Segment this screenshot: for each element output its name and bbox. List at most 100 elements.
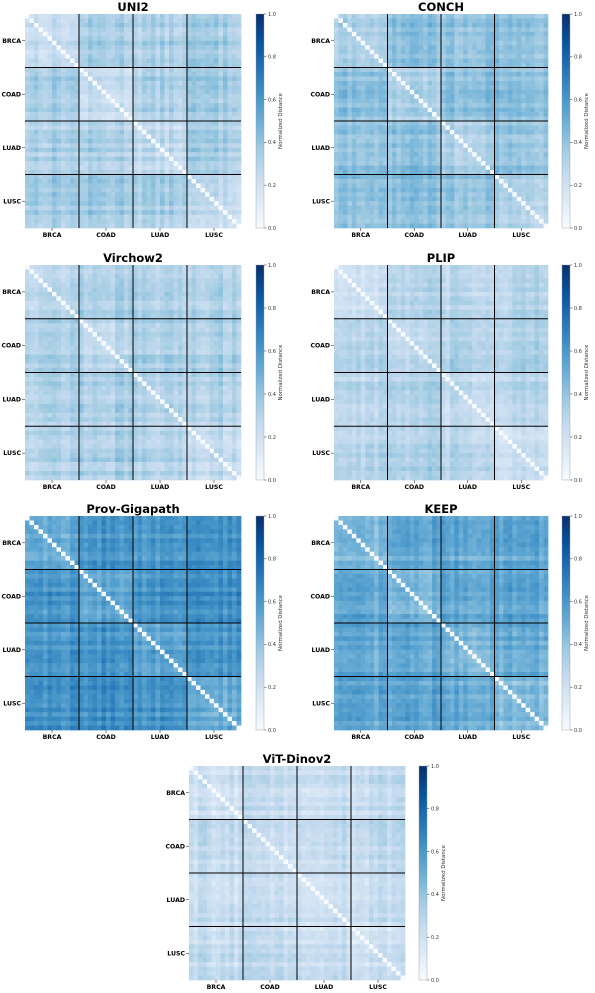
- heatmap-cell: [449, 71, 455, 77]
- heatmap-cell: [173, 98, 179, 104]
- heatmap-cell: [534, 27, 540, 33]
- heatmap-cell: [97, 76, 102, 82]
- heatmap-cell: [454, 121, 460, 126]
- heatmap-cell: [374, 58, 379, 64]
- heatmap-cell: [142, 89, 147, 95]
- heatmap-cell: [512, 178, 518, 184]
- heatmap-cell: [151, 85, 156, 91]
- heatmap-cell: [351, 36, 357, 42]
- heatmap-cell: [338, 201, 344, 207]
- heatmap-cell: [83, 63, 89, 68]
- heatmap-cell: [142, 18, 147, 24]
- heatmap-cell: [512, 165, 518, 171]
- heatmap-cell: [396, 107, 402, 113]
- heatmap-cell: [25, 273, 30, 279]
- heatmap-cell: [378, 170, 384, 175]
- heatmap-cell: [88, 147, 93, 153]
- heatmap-cell: [436, 178, 442, 184]
- heatmap-cell: [142, 282, 147, 288]
- heatmap-cell: [200, 107, 206, 113]
- heatmap-cell: [543, 156, 549, 162]
- heatmap-cell: [56, 265, 62, 270]
- heatmap-cell: [151, 22, 156, 28]
- heatmap-cell: [74, 161, 80, 166]
- heatmap-cell: [347, 170, 353, 175]
- heatmap-cell: [387, 121, 393, 126]
- heatmap-cell: [214, 49, 219, 55]
- heatmap-cell: [418, 178, 424, 184]
- heatmap-cell: [164, 196, 170, 202]
- heatmap-cell: [43, 40, 48, 46]
- heatmap-cell: [391, 80, 397, 86]
- heatmap-cell: [56, 178, 62, 184]
- heatmap-cell: [409, 94, 415, 100]
- heatmap-cell: [56, 269, 62, 275]
- heatmap-cell: [512, 129, 518, 135]
- heatmap-cell: [200, 161, 206, 166]
- heatmap-cell: [137, 170, 143, 175]
- heatmap-cell: [178, 71, 183, 77]
- heatmap-cell: [214, 63, 219, 68]
- heatmap-cell: [396, 18, 402, 24]
- heatmap-cell: [79, 219, 84, 224]
- heatmap-cell: [115, 54, 120, 59]
- heatmap-cell: [400, 58, 406, 64]
- heatmap-cell: [498, 219, 504, 224]
- heatmap-cell: [405, 201, 411, 207]
- heatmap-cell: [396, 201, 402, 207]
- heatmap-cell: [92, 103, 98, 108]
- heatmap-cell: [236, 103, 242, 108]
- heatmap-cell: [164, 121, 170, 126]
- heatmap-cell: [178, 121, 183, 126]
- heatmap-cell: [52, 143, 57, 149]
- heatmap-cell: [414, 143, 420, 149]
- heatmap-cell: [539, 31, 544, 37]
- heatmap-cell: [338, 40, 344, 46]
- heatmap-cell: [92, 183, 98, 189]
- heatmap-cell: [29, 183, 35, 189]
- heatmap-cell: [164, 156, 170, 162]
- heatmap-cell: [342, 31, 348, 37]
- heatmap-cell: [436, 143, 442, 149]
- heatmap-cell: [79, 134, 84, 140]
- heatmap-cell: [47, 147, 53, 153]
- heatmap-cell: [56, 22, 62, 28]
- heatmap-cell: [61, 125, 66, 131]
- heatmap-cell: [543, 89, 549, 95]
- heatmap-cell: [409, 31, 415, 37]
- heatmap-cell: [191, 54, 197, 59]
- heatmap-cell: [142, 152, 147, 158]
- heatmap-cell: [498, 143, 504, 149]
- heatmap-cell: [369, 40, 375, 46]
- heatmap-cell: [101, 205, 107, 211]
- heatmap-cell: [200, 125, 206, 131]
- heatmap-cell: [155, 187, 161, 193]
- heatmap-cell: [223, 54, 228, 59]
- heatmap-cell: [200, 178, 206, 184]
- heatmap-cell: [427, 183, 433, 189]
- heatmap-cell: [65, 214, 71, 220]
- heatmap-cell: [458, 76, 464, 82]
- heatmap-cell: [38, 116, 44, 122]
- heatmap-cell: [101, 129, 107, 135]
- heatmap-cell: [378, 27, 384, 33]
- heatmap-cell: [427, 116, 433, 122]
- heatmap-cell: [481, 143, 486, 149]
- heatmap-cell: [463, 89, 469, 95]
- heatmap-cell: [418, 80, 424, 86]
- heatmap-cell: [436, 170, 442, 175]
- heatmap-cell: [342, 49, 348, 55]
- heatmap-cell: [47, 94, 53, 100]
- heatmap-cell: [119, 31, 125, 37]
- heatmap-cell: [115, 278, 120, 284]
- heatmap-cell: [187, 201, 192, 207]
- heatmap-cell: [539, 63, 544, 68]
- heatmap-cell: [70, 134, 75, 140]
- heatmap-cell: [47, 54, 53, 59]
- heatmap-cell: [543, 125, 549, 131]
- heatmap-cell: [128, 174, 134, 180]
- heatmap-cell: [436, 192, 442, 198]
- heatmap-cell: [169, 22, 174, 28]
- heatmap-cell: [441, 129, 446, 135]
- heatmap-cell: [498, 22, 504, 28]
